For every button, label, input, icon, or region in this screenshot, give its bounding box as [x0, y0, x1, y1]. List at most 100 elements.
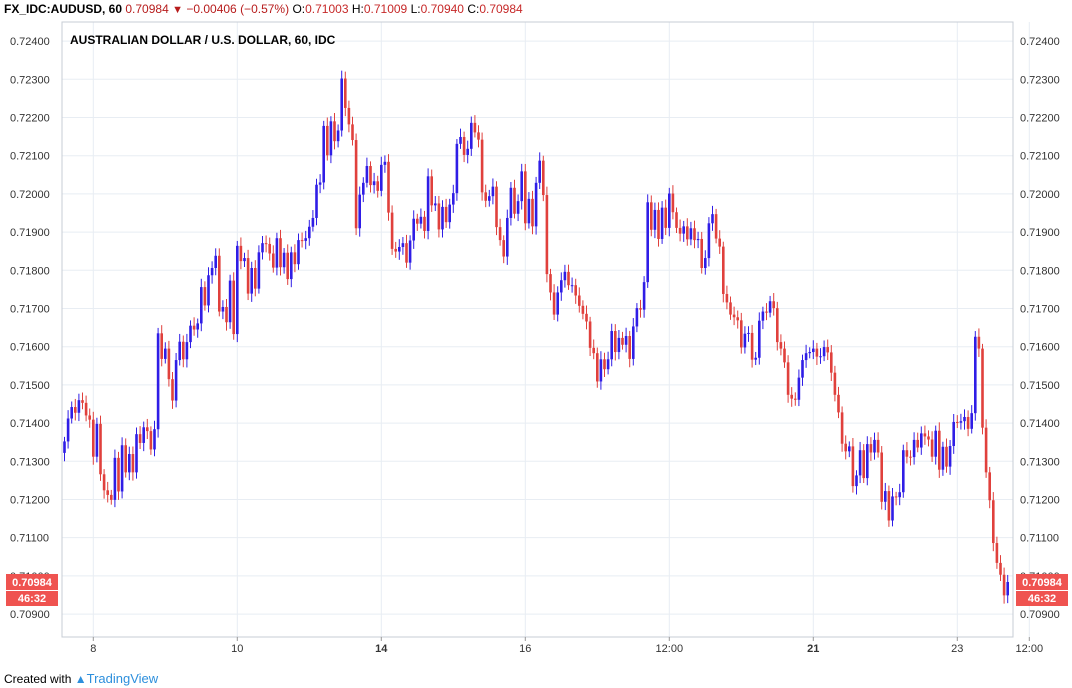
candle-body[interactable]	[286, 252, 289, 280]
candle-body[interactable]	[542, 160, 545, 196]
candle-body[interactable]	[581, 305, 585, 314]
candle-body[interactable]	[689, 228, 693, 240]
candle-body[interactable]	[534, 182, 538, 227]
candle-body[interactable]	[862, 450, 865, 479]
candle-body[interactable]	[174, 360, 178, 401]
candle-body[interactable]	[437, 203, 441, 230]
candle-body[interactable]	[858, 450, 862, 476]
candle-body[interactable]	[1002, 574, 1006, 596]
candle-body[interactable]	[120, 445, 124, 492]
candle-body[interactable]	[380, 164, 383, 191]
candle-body[interactable]	[761, 311, 765, 321]
candle-body[interactable]	[873, 439, 876, 453]
candle-body[interactable]	[851, 446, 855, 487]
candle-body[interactable]	[455, 143, 459, 194]
candle-body[interactable]	[502, 240, 505, 257]
candle-body[interactable]	[156, 333, 160, 430]
candle-body[interactable]	[545, 195, 549, 275]
candle-body[interactable]	[164, 348, 167, 359]
candle-body[interactable]	[981, 348, 984, 428]
candle-body[interactable]	[444, 206, 448, 223]
candle-body[interactable]	[891, 496, 894, 521]
candle-body[interactable]	[725, 293, 729, 303]
candle-body[interactable]	[520, 171, 523, 202]
candle-body[interactable]	[660, 207, 664, 239]
candle-body[interactable]	[808, 352, 811, 354]
candle-body[interactable]	[347, 107, 351, 125]
candle-body[interactable]	[664, 207, 667, 228]
candle-body[interactable]	[678, 227, 682, 234]
candle-body[interactable]	[434, 203, 437, 206]
candle-body[interactable]	[956, 421, 959, 423]
candle-body[interactable]	[218, 255, 221, 312]
candle-body[interactable]	[117, 457, 120, 492]
candle-body[interactable]	[232, 280, 235, 335]
candle-body[interactable]	[81, 400, 84, 403]
candle-body[interactable]	[610, 331, 613, 360]
candle-body[interactable]	[369, 166, 372, 186]
candle-body[interactable]	[934, 430, 937, 457]
candle-body[interactable]	[153, 429, 156, 450]
candle-body[interactable]	[909, 456, 912, 458]
candle-body[interactable]	[88, 415, 91, 420]
candle-body[interactable]	[941, 446, 945, 470]
candle-body[interactable]	[538, 160, 541, 183]
candle-body[interactable]	[182, 341, 185, 360]
candle-body[interactable]	[671, 193, 675, 213]
candle-body[interactable]	[560, 280, 563, 293]
candle-body[interactable]	[902, 450, 905, 493]
candle-body[interactable]	[797, 377, 801, 400]
candle-body[interactable]	[923, 433, 927, 437]
candle-body[interactable]	[772, 301, 775, 309]
candle-body[interactable]	[621, 337, 624, 345]
candle-body[interactable]	[484, 192, 487, 201]
candle-body[interactable]	[984, 427, 988, 473]
candle-body[interactable]	[642, 282, 646, 310]
candle-body[interactable]	[63, 441, 66, 453]
candle-body[interactable]	[254, 268, 257, 289]
candle-body[interactable]	[635, 308, 639, 327]
candle-body[interactable]	[171, 379, 174, 401]
candle-body[interactable]	[221, 306, 225, 312]
candle-body[interactable]	[70, 407, 73, 419]
candle-body[interactable]	[567, 271, 570, 286]
candle-body[interactable]	[599, 359, 603, 382]
candle-body[interactable]	[988, 472, 991, 501]
candle-body[interactable]	[275, 238, 279, 268]
candle-body[interactable]	[308, 226, 311, 239]
candle-body[interactable]	[282, 252, 286, 268]
candle-body[interactable]	[963, 416, 966, 422]
candle-body[interactable]	[77, 400, 81, 413]
candle-body[interactable]	[952, 421, 955, 447]
candle-body[interactable]	[736, 317, 739, 321]
candle-body[interactable]	[995, 543, 999, 563]
candle-body[interactable]	[747, 332, 750, 334]
candle-body[interactable]	[459, 136, 462, 144]
candle-body[interactable]	[686, 226, 689, 240]
candle-body[interactable]	[102, 474, 106, 491]
candle-body[interactable]	[491, 186, 495, 197]
candle-body[interactable]	[768, 301, 772, 313]
candle-body[interactable]	[938, 430, 941, 470]
candle-body[interactable]	[84, 402, 88, 416]
candle-body[interactable]	[819, 356, 822, 358]
candle-body[interactable]	[210, 268, 214, 276]
candle-body[interactable]	[66, 418, 70, 442]
candle-body[interactable]	[646, 202, 649, 283]
candle-body[interactable]	[790, 394, 793, 399]
candle-body[interactable]	[236, 245, 239, 335]
candle-body[interactable]	[801, 360, 804, 378]
candle-body[interactable]	[405, 243, 408, 263]
candle-body[interactable]	[743, 333, 747, 348]
tradingview-logo-icon[interactable]: ▲	[74, 672, 87, 686]
candle-body[interactable]	[916, 439, 919, 448]
candle-body[interactable]	[894, 496, 898, 498]
candle-body[interactable]	[650, 202, 653, 230]
candle-body[interactable]	[826, 347, 829, 353]
candle-body[interactable]	[74, 407, 77, 413]
candle-body[interactable]	[387, 161, 390, 213]
candle-body[interactable]	[549, 274, 552, 293]
candle-body[interactable]	[765, 311, 768, 313]
candle-body[interactable]	[999, 562, 1002, 575]
candle-body[interactable]	[477, 132, 480, 140]
